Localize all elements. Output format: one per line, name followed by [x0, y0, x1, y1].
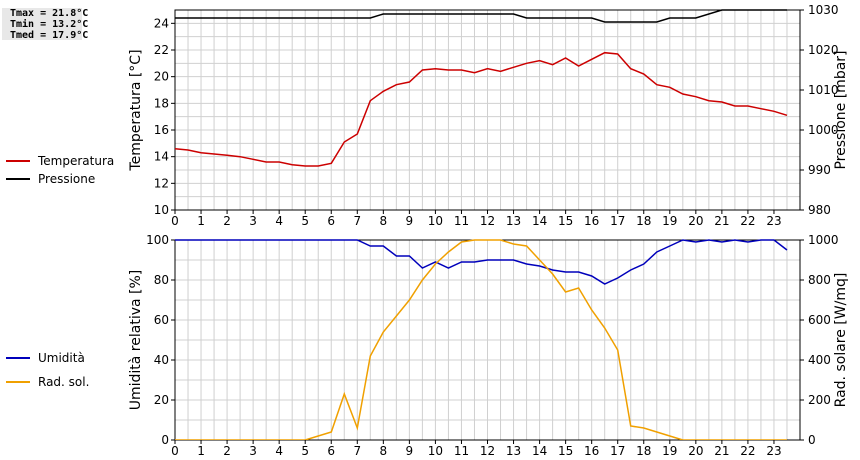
- x-tick-label: 22: [740, 214, 755, 228]
- x-tick-label: 19: [662, 214, 677, 228]
- x-tick-label: 23: [766, 214, 781, 228]
- x-tick-label: 17: [610, 444, 625, 458]
- y2-axis-title: Pressione [mbar]: [833, 50, 849, 169]
- y-axis-title: Temperatura [°C]: [128, 49, 144, 171]
- x-tick-label: 8: [380, 444, 388, 458]
- x-tick-label: 2: [223, 444, 231, 458]
- x-tick-label: 11: [454, 444, 469, 458]
- y2-tick-label: 800: [808, 273, 831, 287]
- series-line-1: [175, 9, 787, 23]
- y2-tick-label: 1030: [808, 3, 839, 17]
- y2-tick-label: 980: [808, 203, 831, 217]
- x-tick-label: 18: [636, 444, 651, 458]
- y2-tick-label: 1000: [808, 123, 839, 137]
- series-line-0: [175, 51, 788, 167]
- y-tick-label: 0: [161, 433, 169, 447]
- y-tick-label: 60: [154, 313, 169, 327]
- y2-tick-label: 1020: [808, 43, 839, 57]
- legend-label: Rad. sol.: [38, 375, 89, 389]
- x-tick-label: 15: [558, 214, 573, 228]
- x-tick-label: 5: [301, 444, 309, 458]
- x-tick-label: 9: [406, 444, 414, 458]
- x-tick-label: 13: [506, 214, 521, 228]
- y2-tick-label: 990: [808, 163, 831, 177]
- x-tick-label: 3: [249, 214, 257, 228]
- x-tick-label: 18: [636, 214, 651, 228]
- x-tick-label: 0: [171, 214, 179, 228]
- x-tick-label: 15: [558, 444, 573, 458]
- y-tick-label: 16: [154, 123, 169, 137]
- legend-label: Umidità: [38, 351, 85, 365]
- y-tick-label: 24: [154, 16, 169, 30]
- y-tick-label: 100: [146, 233, 169, 247]
- x-tick-label: 1: [197, 214, 205, 228]
- y2-axis-title: Rad. solare [W/mq]: [833, 273, 849, 408]
- y-axis-title: Umidità relativa [%]: [128, 270, 144, 411]
- x-tick-label: 7: [353, 214, 361, 228]
- x-tick-label: 12: [480, 444, 495, 458]
- series-line-3: [175, 239, 787, 440]
- x-tick-label: 16: [584, 214, 599, 228]
- x-tick-label: 16: [584, 444, 599, 458]
- x-tick-label: 19: [662, 444, 677, 458]
- x-tick-label: 22: [740, 444, 755, 458]
- x-tick-label: 21: [714, 214, 729, 228]
- y2-tick-label: 600: [808, 313, 831, 327]
- y-tick-label: 10: [154, 203, 169, 217]
- x-tick-label: 10: [428, 214, 443, 228]
- y-tick-label: 20: [154, 70, 169, 84]
- y2-tick-label: 0: [808, 433, 816, 447]
- x-tick-label: 4: [275, 444, 283, 458]
- x-tick-label: 1: [197, 444, 205, 458]
- x-tick-label: 17: [610, 214, 625, 228]
- y-tick-label: 20: [154, 393, 169, 407]
- x-tick-label: 20: [688, 214, 703, 228]
- y2-tick-label: 200: [808, 393, 831, 407]
- x-tick-label: 4: [275, 214, 283, 228]
- x-tick-label: 3: [249, 444, 257, 458]
- x-tick-label: 10: [428, 444, 443, 458]
- series-line-2: [175, 239, 788, 285]
- y2-tick-label: 400: [808, 353, 831, 367]
- x-tick-label: 9: [406, 214, 414, 228]
- x-tick-label: 23: [766, 444, 781, 458]
- tmin-label: Tmin = 13.2°C: [10, 19, 89, 30]
- y-tick-label: 40: [154, 353, 169, 367]
- x-tick-label: 11: [454, 214, 469, 228]
- y-tick-label: 14: [154, 150, 169, 164]
- y-tick-label: 18: [154, 96, 169, 110]
- tmed-label: Tmed = 17.9°C: [10, 30, 89, 41]
- y-tick-label: 22: [154, 43, 169, 57]
- stats-box: Tmax = 21.8°C Tmin = 13.2°C Tmed = 17.9°…: [2, 8, 89, 41]
- legend-label: Temperatura: [37, 154, 114, 168]
- x-tick-label: 6: [327, 444, 335, 458]
- tmax-label: Tmax = 21.8°C: [10, 8, 89, 19]
- x-tick-label: 20: [688, 444, 703, 458]
- x-tick-label: 21: [714, 444, 729, 458]
- x-tick-label: 14: [532, 214, 547, 228]
- x-tick-label: 0: [171, 444, 179, 458]
- y2-tick-label: 1000: [808, 233, 839, 247]
- legend-label: Pressione: [38, 172, 95, 186]
- x-tick-label: 6: [327, 214, 335, 228]
- y2-tick-label: 1010: [808, 83, 839, 97]
- y-tick-label: 12: [154, 176, 169, 190]
- x-tick-label: 5: [301, 214, 309, 228]
- x-tick-label: 7: [353, 444, 361, 458]
- y-tick-label: 80: [154, 273, 169, 287]
- x-tick-label: 14: [532, 444, 547, 458]
- x-tick-label: 13: [506, 444, 521, 458]
- x-tick-label: 12: [480, 214, 495, 228]
- x-tick-label: 8: [380, 214, 388, 228]
- x-tick-label: 2: [223, 214, 231, 228]
